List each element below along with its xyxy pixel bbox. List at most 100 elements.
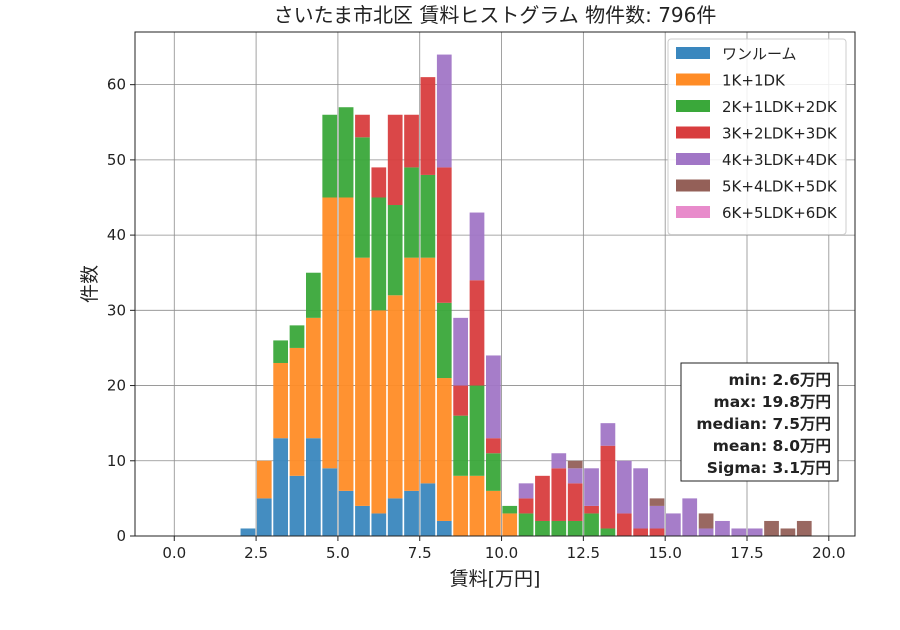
- legend-swatch-5: [676, 179, 710, 192]
- y-tick-label: 30: [107, 301, 126, 319]
- bar-0-12: [436, 520, 452, 536]
- legend-label-4: 4K+3LDK+4DK: [722, 151, 838, 169]
- stats-line-2: median: 7.5万円: [696, 415, 831, 433]
- bar-3-20: [567, 483, 583, 521]
- bar-2-6: [338, 107, 354, 198]
- y-tick-label: 10: [107, 452, 126, 470]
- x-tick-label: 17.5: [730, 544, 763, 562]
- legend-label-3: 3K+2LDK+3DK: [722, 125, 838, 143]
- bar-1-12: [436, 378, 452, 521]
- x-axis-ticks: 0.0 2.5 5.0 7.5 10.0 12.5 15.0 17.5 20.0: [162, 536, 846, 562]
- bars-group: [240, 54, 812, 536]
- x-axis-label: 賃料[万円]: [450, 568, 541, 590]
- bar-0-0: [240, 528, 256, 536]
- bar-1-11: [420, 257, 436, 484]
- bar-1-4: [306, 317, 321, 439]
- bar-2-15: [486, 453, 501, 491]
- bar-4-17: [518, 483, 534, 499]
- bar-3-22: [600, 445, 616, 529]
- bar-0-8: [371, 513, 387, 536]
- bar-2-20: [567, 520, 583, 536]
- bar-2-11: [420, 174, 436, 258]
- bar-3-11: [420, 77, 436, 175]
- bar-5-34: [796, 520, 812, 536]
- bar-3-15: [486, 438, 501, 454]
- bar-1-10: [404, 257, 419, 491]
- bar-4-29: [715, 520, 730, 536]
- stats-line-0: min: 2.6万円: [728, 371, 831, 389]
- bar-0-9: [387, 498, 403, 536]
- y-tick-label: 40: [107, 226, 126, 244]
- y-tick-label: 20: [107, 377, 126, 395]
- bar-5-20: [567, 460, 583, 469]
- x-tick-label: 15.0: [648, 544, 681, 562]
- bar-1-16: [502, 513, 518, 536]
- bar-2-5: [322, 114, 338, 198]
- bar-5-32: [764, 520, 779, 536]
- stats-line-1: max: 19.8万円: [714, 393, 831, 411]
- x-tick-label: 0.0: [162, 544, 186, 562]
- bar-3-10: [404, 114, 419, 168]
- bar-2-13: [453, 415, 468, 476]
- bar-3-25: [649, 528, 665, 536]
- x-tick-label: 20.0: [812, 544, 845, 562]
- bar-4-15: [486, 355, 501, 439]
- bar-2-18: [535, 520, 550, 536]
- legend: ワンルーム 1K+1DK 2K+1LDK+2DK 3K+2LDK+3DK 4K+3LDK…: [667, 38, 847, 235]
- bar-2-9: [387, 205, 403, 296]
- bar-2-21: [584, 513, 599, 536]
- bar-2-22: [600, 528, 616, 536]
- bar-0-5: [322, 468, 338, 536]
- bar-4-23: [616, 460, 632, 514]
- bar-0-3: [289, 475, 305, 536]
- stats-line-4: Sigma: 3.1万円: [707, 459, 831, 477]
- bar-4-31: [747, 528, 763, 536]
- bar-2-10: [404, 167, 419, 258]
- y-tick-label: 0: [116, 527, 126, 545]
- bar-3-19: [551, 468, 567, 521]
- x-tick-label: 2.5: [244, 544, 268, 562]
- bar-3-24: [633, 528, 648, 536]
- y-axis-label: 件数: [79, 265, 101, 303]
- y-tick-label: 50: [107, 151, 126, 169]
- legend-swatch-0: [676, 47, 710, 59]
- bar-0-7: [355, 505, 370, 536]
- y-tick-label: 60: [107, 76, 126, 94]
- bar-1-15: [486, 490, 501, 536]
- x-tick-label: 5.0: [326, 544, 350, 562]
- bar-5-25: [649, 498, 665, 506]
- stats-box: min: 2.6万円 max: 19.8万円 median: 7.5万円 mean: …: [680, 362, 839, 482]
- bar-1-3: [289, 347, 305, 476]
- bar-2-17: [518, 513, 534, 536]
- bar-4-14: [469, 212, 485, 281]
- legend-label-0: ワンルーム: [722, 45, 797, 63]
- stats-frame: [680, 362, 839, 482]
- bar-3-7: [355, 114, 370, 138]
- legend-label-1: 1K+1DK: [722, 72, 786, 90]
- legend-swatch-2: [676, 100, 710, 112]
- bar-3-9: [387, 114, 403, 206]
- stats-line-3: mean: 8.0万円: [713, 437, 831, 455]
- bar-4-13: [453, 317, 468, 386]
- legend-frame: [667, 38, 847, 235]
- legend-swatch-1: [676, 73, 710, 86]
- bar-4-26: [666, 513, 681, 536]
- bar-3-18: [535, 475, 550, 521]
- bar-0-11: [420, 483, 436, 536]
- bar-0-6: [338, 490, 354, 536]
- bar-3-13: [453, 385, 468, 416]
- bar-4-27: [682, 498, 698, 536]
- legend-label-2: 2K+1LDK+2DK: [722, 98, 838, 116]
- bar-3-23: [616, 513, 632, 536]
- bar-4-12: [436, 54, 452, 168]
- bar-1-1: [256, 460, 272, 499]
- bar-0-10: [404, 490, 419, 536]
- legend-swatch-3: [676, 126, 710, 139]
- bar-1-14: [469, 475, 485, 536]
- bar-0-2: [273, 438, 288, 536]
- legend-label-6: 6K+5LDK+6DK: [722, 204, 838, 222]
- bar-3-14: [469, 280, 485, 386]
- bar-4-30: [731, 528, 747, 536]
- bar-4-24: [633, 468, 648, 529]
